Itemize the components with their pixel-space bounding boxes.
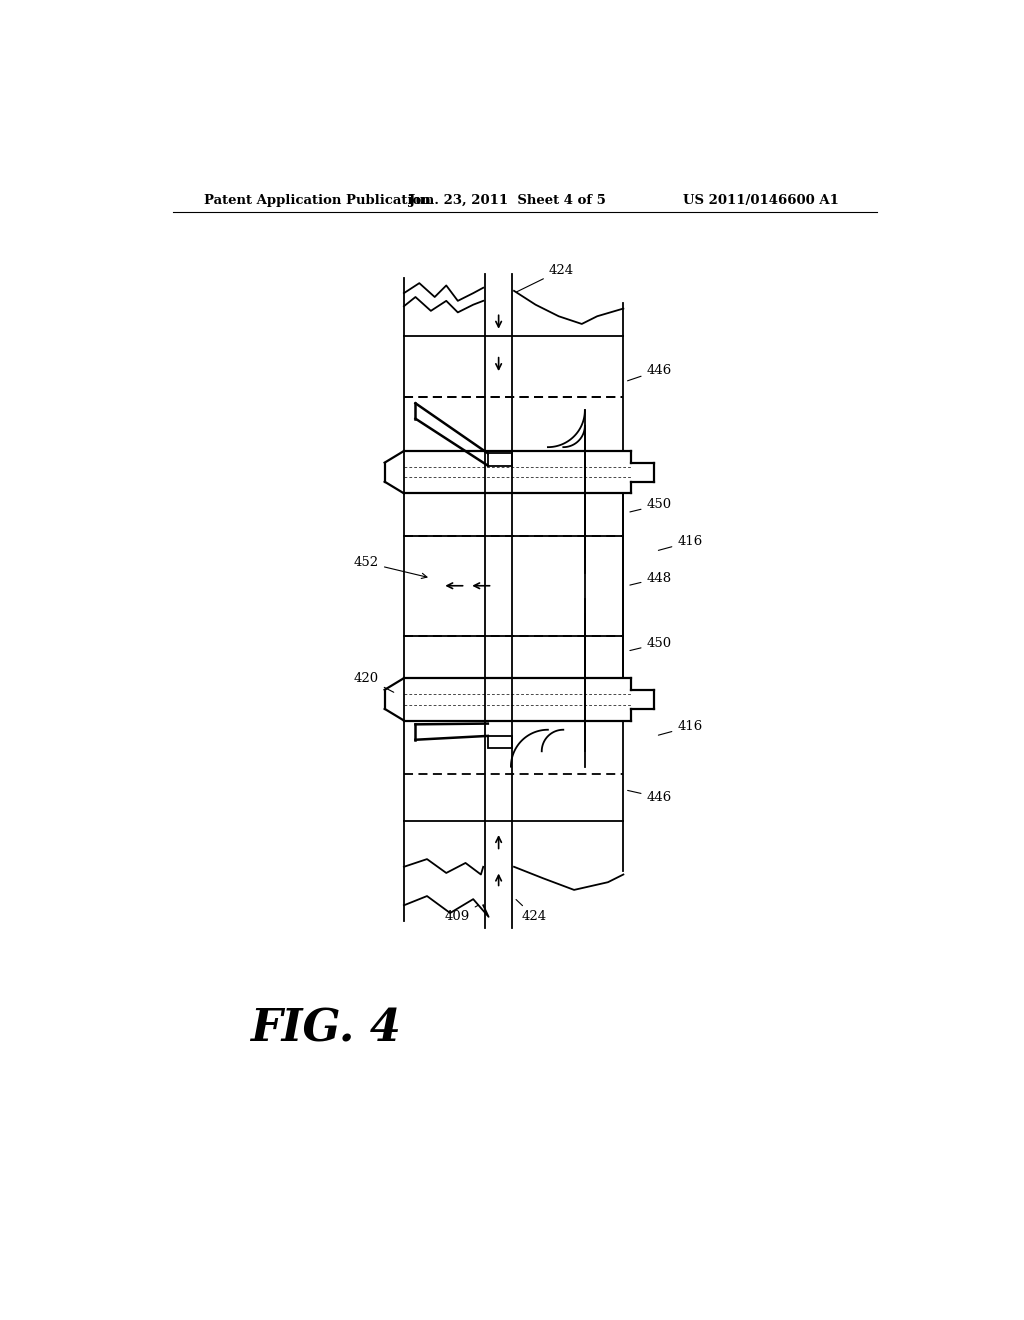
Text: Patent Application Publication: Patent Application Publication (204, 194, 430, 207)
Text: 450: 450 (630, 499, 672, 512)
Text: 409: 409 (444, 906, 478, 924)
Text: US 2011/0146600 A1: US 2011/0146600 A1 (683, 194, 839, 207)
FancyBboxPatch shape (487, 453, 512, 466)
Text: 446: 446 (628, 363, 672, 380)
Text: 452: 452 (354, 556, 427, 578)
Text: 416: 416 (658, 536, 702, 550)
Text: 420: 420 (354, 672, 394, 692)
Text: 446: 446 (628, 791, 672, 804)
Text: 424: 424 (516, 264, 573, 292)
Text: Jun. 23, 2011  Sheet 4 of 5: Jun. 23, 2011 Sheet 4 of 5 (410, 194, 606, 207)
Text: 424: 424 (516, 899, 547, 924)
Text: 450: 450 (630, 638, 672, 651)
Text: 416: 416 (658, 721, 702, 735)
FancyBboxPatch shape (487, 737, 512, 748)
Text: 448: 448 (630, 572, 672, 585)
Text: FIG. 4: FIG. 4 (250, 1007, 400, 1049)
